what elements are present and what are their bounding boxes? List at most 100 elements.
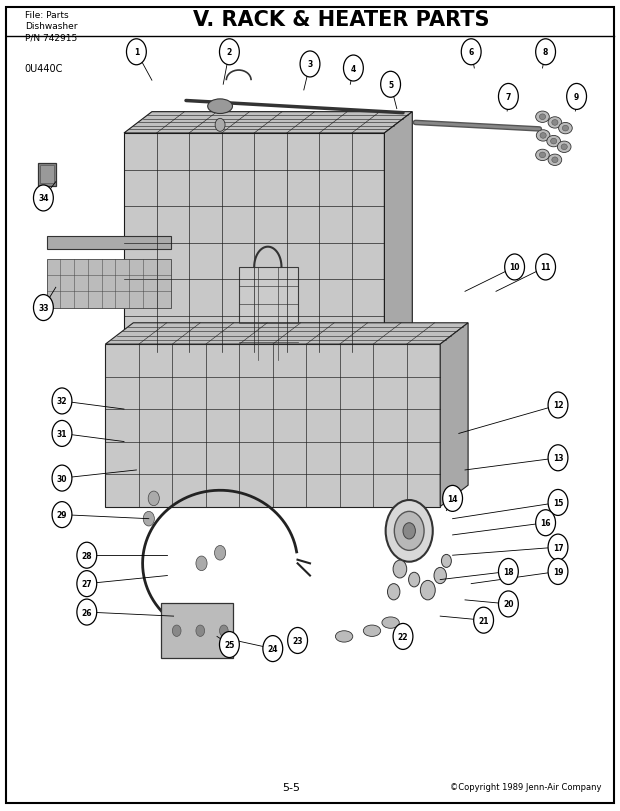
Bar [38,164,56,187]
Text: 28: 28 [81,551,92,560]
Circle shape [33,295,53,321]
Polygon shape [105,324,468,345]
Text: 33: 33 [38,303,48,313]
Text: 9: 9 [574,92,579,102]
Circle shape [33,186,53,212]
Text: 31: 31 [57,429,67,439]
Text: 6: 6 [469,48,474,58]
Polygon shape [384,113,412,353]
Ellipse shape [547,136,560,148]
Text: File: Parts: File: Parts [25,11,68,19]
Circle shape [343,56,363,82]
Text: 30: 30 [57,474,67,483]
Circle shape [300,52,320,78]
Circle shape [388,584,400,600]
Ellipse shape [551,139,557,145]
Ellipse shape [548,118,562,129]
Text: 20: 20 [503,599,513,609]
Circle shape [393,624,413,650]
Ellipse shape [540,134,546,139]
Text: 25: 25 [224,640,234,650]
Circle shape [77,543,97,569]
Circle shape [394,512,424,551]
Text: 10: 10 [510,263,520,272]
Circle shape [381,72,401,98]
Circle shape [77,571,97,597]
Text: 21: 21 [479,616,489,625]
Text: 13: 13 [553,453,563,463]
Circle shape [219,632,239,658]
Ellipse shape [539,152,546,159]
Circle shape [215,546,226,560]
Ellipse shape [561,145,567,151]
Circle shape [505,255,525,281]
Circle shape [498,84,518,110]
Text: ©Copyright 1989 Jenn-Air Company: ©Copyright 1989 Jenn-Air Company [450,782,601,792]
Text: 17: 17 [552,543,564,552]
Bar [105,345,440,507]
Bar [124,134,384,353]
Text: 34: 34 [38,194,48,204]
Text: 22: 22 [398,632,408,642]
Text: 27: 27 [81,579,92,589]
Circle shape [215,119,225,132]
Circle shape [567,84,587,110]
Text: Dishwasher: Dishwasher [25,22,78,31]
Circle shape [52,388,72,414]
Ellipse shape [363,625,381,637]
Text: 23: 23 [293,636,303,646]
Text: 29: 29 [57,510,67,520]
Ellipse shape [335,631,353,642]
Circle shape [548,490,568,516]
Circle shape [172,625,181,637]
Ellipse shape [536,131,550,142]
Circle shape [126,40,146,66]
Text: 24: 24 [268,644,278,654]
Ellipse shape [562,127,569,132]
Circle shape [52,466,72,491]
Circle shape [434,568,446,584]
Ellipse shape [557,142,571,153]
Text: 7: 7 [506,92,511,102]
Text: 4: 4 [351,64,356,74]
Ellipse shape [539,115,546,121]
Bar [46,260,170,308]
Polygon shape [440,324,468,507]
Ellipse shape [552,121,558,127]
Text: 15: 15 [553,498,563,508]
Text: 0U440C: 0U440C [25,64,63,74]
Circle shape [441,555,451,568]
Text: 11: 11 [541,263,551,272]
Bar [46,237,170,250]
Text: 18: 18 [503,567,514,577]
Circle shape [548,559,568,585]
Circle shape [219,625,228,637]
Circle shape [386,500,433,562]
Ellipse shape [536,150,549,161]
Ellipse shape [536,112,549,123]
Bar [239,268,298,361]
Circle shape [536,255,556,281]
Circle shape [196,625,205,637]
Circle shape [52,502,72,528]
Circle shape [548,393,568,418]
Bar [40,166,54,184]
Text: 12: 12 [553,401,563,410]
Text: P/N 742915: P/N 742915 [25,33,77,42]
Circle shape [536,40,556,66]
Text: V. RACK & HEATER PARTS: V. RACK & HEATER PARTS [193,11,489,30]
Text: 8: 8 [543,48,548,58]
Circle shape [474,607,494,633]
Circle shape [196,556,207,571]
Circle shape [548,534,568,560]
Text: 5-5: 5-5 [282,782,301,792]
Text: 1: 1 [134,48,139,58]
Circle shape [420,581,435,600]
Circle shape [263,636,283,662]
Ellipse shape [208,100,232,114]
Circle shape [148,491,159,506]
Text: 14: 14 [448,494,458,504]
Polygon shape [124,113,412,134]
Circle shape [409,573,420,587]
Circle shape [498,591,518,617]
